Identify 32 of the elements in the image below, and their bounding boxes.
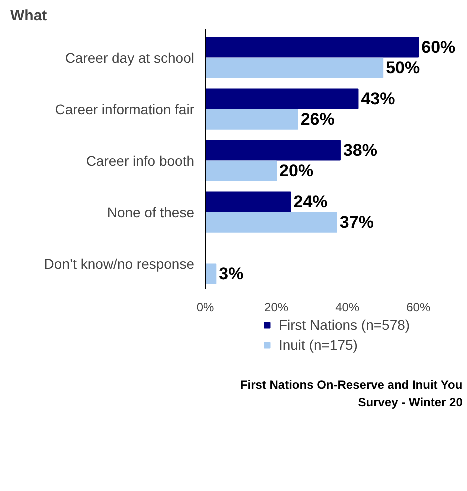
x-tick-label: 20% [264,300,289,314]
bar [206,264,217,284]
data-label: 20% [280,162,314,181]
text: What [10,8,48,24]
y-tick-label: Career day at school [65,50,195,66]
bar [206,140,341,161]
y-tick-label: Don’t know/no response [44,256,195,272]
data-label: 43% [361,90,396,109]
text: Survey - Winter 20 [358,396,464,410]
bar [206,160,278,182]
data-label: 50% [386,58,420,78]
bar [206,37,420,58]
data-label: 3% [219,264,244,284]
y-tick-label: None of these [107,204,195,220]
data-label: 26% [300,110,335,130]
legend-label: First Nations (n=578) [278,317,410,333]
bar [206,58,384,78]
x-tick-label: 0% [196,300,214,314]
bar [206,192,292,212]
y-tick-label: Career information fair [55,101,195,118]
x-tick-label: 60% [406,300,431,314]
y-tick-label: Career info booth [86,152,195,169]
legend-label: Inuit (n=175) [278,337,358,353]
data-label: 37% [340,213,374,232]
x-tick-label: 40% [336,300,360,314]
data-label: 60% [422,38,456,58]
bar [206,88,359,110]
bar [206,109,298,130]
data-label: 38% [343,140,378,160]
text: First Nations On-Reserve and Inuit You [240,378,463,392]
data-label: 24% [294,192,328,212]
bar [206,212,338,233]
